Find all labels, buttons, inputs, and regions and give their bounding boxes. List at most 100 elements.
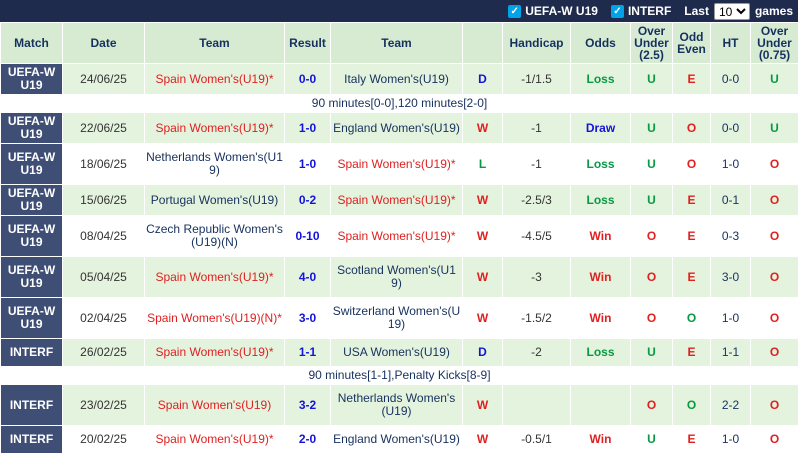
outcome: W xyxy=(463,385,503,426)
ht-score: 0-0 xyxy=(711,64,751,95)
filter-interf[interactable]: ✓ INTERF xyxy=(611,4,671,18)
score: 1-1 xyxy=(285,339,331,367)
away-team[interactable]: Spain Women's(U19)* xyxy=(331,216,463,257)
outcome: W xyxy=(463,113,503,144)
filter-uefa-w-u19[interactable]: ✓ UEFA-W U19 xyxy=(508,4,598,18)
odds-result xyxy=(571,385,631,426)
over-under-2-5: U xyxy=(631,426,673,454)
checkbox-checked-icon[interactable]: ✓ xyxy=(611,5,624,18)
handicap: -4.5/5 xyxy=(503,216,571,257)
match-note: 90 minutes[1-1],Penalty Kicks[8-9] xyxy=(1,367,798,385)
odds-result: Loss xyxy=(571,64,631,95)
ht-score: 0-1 xyxy=(711,185,751,216)
col-header-handicap: Handicap xyxy=(503,23,571,64)
home-team[interactable]: Spain Women's(U19)(N)* xyxy=(145,298,285,339)
away-team[interactable]: Italy Women's(U19) xyxy=(331,64,463,95)
home-team[interactable]: Netherlands Women's(U19) xyxy=(145,144,285,185)
score: 0-0 xyxy=(285,64,331,95)
away-team[interactable]: Spain Women's(U19)* xyxy=(331,144,463,185)
over-under-2-5: O xyxy=(631,216,673,257)
over-under-0-75: O xyxy=(751,216,798,257)
odd-even: O xyxy=(673,298,711,339)
odds-result: Win xyxy=(571,298,631,339)
away-team[interactable]: England Women's(U19) xyxy=(331,113,463,144)
odds-result: Win xyxy=(571,426,631,454)
checkbox-checked-icon[interactable]: ✓ xyxy=(508,5,521,18)
date: 02/04/25 xyxy=(63,298,145,339)
score: 4-0 xyxy=(285,257,331,298)
odd-even: E xyxy=(673,339,711,367)
col-header-score: Result xyxy=(285,23,331,64)
over-under-2-5: U xyxy=(631,64,673,95)
over-under-2-5: O xyxy=(631,257,673,298)
date: 15/06/25 xyxy=(63,185,145,216)
odds-result: Loss xyxy=(571,144,631,185)
over-under-0-75: O xyxy=(751,257,798,298)
home-team[interactable]: Portugal Women's(U19) xyxy=(145,185,285,216)
over-under-0-75: O xyxy=(751,339,798,367)
away-team[interactable]: Netherlands Women's(U19) xyxy=(331,385,463,426)
away-team[interactable]: USA Women's(U19) xyxy=(331,339,463,367)
col-header-over-under-0-75: Over Under (0.75) xyxy=(751,23,798,64)
outcome: W xyxy=(463,185,503,216)
col-header-competition: Match xyxy=(1,23,63,64)
odd-even: O xyxy=(673,385,711,426)
odd-even: O xyxy=(673,144,711,185)
last-games-select[interactable]: 10 xyxy=(714,3,750,20)
col-header-away-team: Team xyxy=(331,23,463,64)
away-team[interactable]: England Women's(U19) xyxy=(331,426,463,454)
home-team[interactable]: Spain Women's(U19)* xyxy=(145,339,285,367)
handicap: -2 xyxy=(503,339,571,367)
away-team[interactable]: Scotland Women's(U19) xyxy=(331,257,463,298)
odds-result: Draw xyxy=(571,113,631,144)
over-under-0-75: O xyxy=(751,185,798,216)
date: 24/06/25 xyxy=(63,64,145,95)
odds-result: Loss xyxy=(571,339,631,367)
home-team[interactable]: Spain Women's(U19) xyxy=(145,385,285,426)
date: 18/06/25 xyxy=(63,144,145,185)
odd-even: E xyxy=(673,185,711,216)
note-row: 90 minutes[1-1],Penalty Kicks[8-9] xyxy=(1,367,798,385)
competition: INTERF xyxy=(1,339,63,367)
ht-score: 1-0 xyxy=(711,298,751,339)
competition: UEFA-W U19 xyxy=(1,216,63,257)
over-under-2-5: U xyxy=(631,113,673,144)
date: 05/04/25 xyxy=(63,257,145,298)
ht-score: 1-0 xyxy=(711,144,751,185)
last-games-control: Last 10 games xyxy=(684,3,793,20)
match-note: 90 minutes[0-0],120 minutes[2-0] xyxy=(1,95,798,113)
ht-score: 0-3 xyxy=(711,216,751,257)
home-team[interactable]: Czech Republic Women's (U19)(N) xyxy=(145,216,285,257)
col-header-odds-result: Odds xyxy=(571,23,631,64)
away-team[interactable]: Spain Women's(U19)* xyxy=(331,185,463,216)
home-team[interactable]: Spain Women's(U19)* xyxy=(145,257,285,298)
odds-result: Win xyxy=(571,257,631,298)
away-team[interactable]: Switzerland Women's(U19) xyxy=(331,298,463,339)
handicap: -1 xyxy=(503,144,571,185)
outcome: W xyxy=(463,426,503,454)
ht-score: 2-2 xyxy=(711,385,751,426)
home-team[interactable]: Spain Women's(U19)* xyxy=(145,64,285,95)
competition: UEFA-W U19 xyxy=(1,144,63,185)
handicap: -2.5/3 xyxy=(503,185,571,216)
score: 1-0 xyxy=(285,113,331,144)
outcome: W xyxy=(463,257,503,298)
date: 26/02/25 xyxy=(63,339,145,367)
score: 1-0 xyxy=(285,144,331,185)
over-under-0-75: O xyxy=(751,385,798,426)
home-team[interactable]: Spain Women's(U19)* xyxy=(145,426,285,454)
competition: UEFA-W U19 xyxy=(1,185,63,216)
over-under-2-5: O xyxy=(631,298,673,339)
home-team[interactable]: Spain Women's(U19)* xyxy=(145,113,285,144)
score: 0-2 xyxy=(285,185,331,216)
outcome: D xyxy=(463,339,503,367)
competition: INTERF xyxy=(1,385,63,426)
outcome: W xyxy=(463,298,503,339)
